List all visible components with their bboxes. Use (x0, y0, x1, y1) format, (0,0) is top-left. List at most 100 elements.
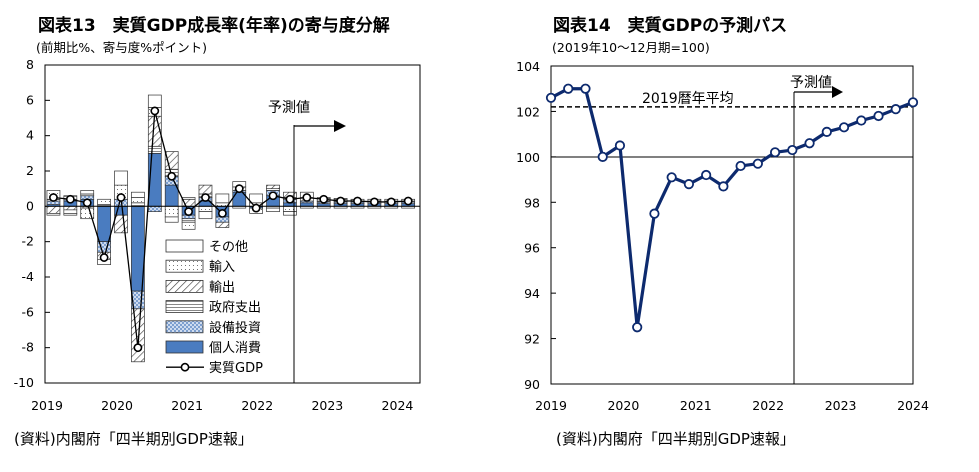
left-bar-segment (147, 205, 162, 212)
left-y-tick-label: -10 (14, 375, 34, 390)
left-x-tick-label: 2024 (382, 398, 414, 413)
right-x-tick-label: 2024 (897, 398, 929, 413)
left-bar-segment (63, 213, 78, 216)
left-y-tick-label: -6 (22, 304, 35, 319)
left-forecast-arrowhead (334, 120, 346, 132)
legend-label: その他 (209, 240, 248, 255)
legend-label: 実質GDP (209, 360, 263, 376)
right-gdp-point (769, 147, 781, 158)
right-chart: 図表14 実質GDPの予測パス (2019年10～12月期=100) 10410… (516, 15, 929, 448)
left-gdp-line (49, 106, 413, 353)
right-gdp-point (614, 140, 626, 151)
left-gdp-point (167, 171, 177, 181)
left-gdp-point (268, 191, 278, 201)
left-bar-segment (249, 193, 263, 204)
right-forecast-label: 予測値 (790, 75, 832, 91)
right-x-tick-label: 2022 (752, 398, 784, 413)
legend-swatch (165, 239, 204, 253)
right-gdp-point (683, 179, 695, 190)
left-bar-segment (215, 221, 230, 228)
left-plot-frame (44, 64, 421, 384)
left-bar-segment (97, 205, 111, 243)
right-gdp-point (545, 92, 557, 103)
left-bar-segment (164, 184, 179, 207)
left-bar-segment (114, 214, 128, 234)
left-x-tick-label: 2020 (101, 398, 133, 413)
right-x-tick-label: 2019 (535, 398, 567, 413)
left-gdp-point (251, 203, 261, 213)
left-bar-segment (198, 184, 213, 195)
right-forecast-arrowhead (832, 86, 843, 98)
left-x-tick-label: 2023 (311, 398, 343, 413)
left-bar-segment (147, 145, 162, 154)
right-y-tick-label: 100 (516, 150, 540, 165)
left-gdp-point (99, 253, 109, 262)
legend-swatch (165, 300, 204, 314)
left-gdp-point (285, 194, 295, 204)
left-x-axis: 2019 2020 2021 2022 2023 2024 (31, 398, 413, 413)
right-gdp-point (718, 181, 729, 192)
left-y-tick-label: -8 (22, 340, 35, 355)
left-bar-segment (198, 211, 213, 220)
left-bar-segment (97, 198, 111, 205)
left-x-tick-label: 2021 (171, 398, 203, 413)
left-forecast-label: 予測値 (268, 100, 310, 116)
left-y-tick-label: 0 (26, 198, 34, 213)
right-avg-label: 2019暦年平均 (642, 91, 734, 107)
right-gdp-point (838, 122, 850, 133)
left-chart: 図表13 実質GDP成長率(年率)の寄与度分解 (前期比%、寄与度%ポイント) … (14, 15, 421, 448)
legend-label: 個人消費 (209, 341, 261, 356)
left-y-tick-label: 6 (26, 92, 34, 107)
left-bar-segment (131, 191, 145, 198)
left-gdp-point (49, 193, 58, 202)
right-gdp-polyline (550, 87, 914, 329)
left-y-tick-label: 2 (26, 163, 34, 178)
right-y-tick-label: 94 (524, 286, 540, 301)
left-bar-segment (164, 205, 179, 218)
left-bar-segment (198, 205, 213, 212)
right-x-tick-label: 2020 (607, 398, 639, 413)
right-gdp-point (597, 151, 608, 162)
left-gdp-point (184, 207, 193, 217)
right-y-tick-label: 102 (516, 104, 540, 119)
right-gdp-point (632, 322, 643, 333)
right-y-tick-label: 90 (524, 377, 540, 392)
left-bar-segment (215, 193, 230, 204)
right-gdp-point (649, 208, 660, 219)
left-bar-segment (181, 197, 196, 200)
left-bar-segment (114, 170, 128, 186)
right-gdp-line (545, 83, 919, 333)
legend-gdp-point-key (180, 362, 190, 372)
left-gdp-point (133, 343, 143, 353)
legend-label: 政府支出 (209, 301, 261, 316)
left-gdp-point (150, 106, 160, 116)
left-y-tick-label: -2 (22, 234, 34, 249)
left-y-tick-label: -4 (22, 269, 35, 284)
left-gdp-point (386, 197, 396, 207)
left-bar-segment (181, 221, 196, 230)
left-y-axis: 8 6 4 2 0 -2 -4 -6 -8 -10 (14, 57, 50, 390)
left-gdp-point (319, 194, 329, 204)
left-gdp-point (116, 193, 126, 202)
right-chart-title: 図表14 実質GDPの予測パス (553, 15, 787, 36)
left-gdp-polyline (53, 110, 409, 348)
legend-swatch (165, 259, 204, 273)
left-bar-segment (46, 205, 61, 214)
right-gdp-point (890, 104, 901, 115)
left-bar-segment (283, 211, 297, 216)
right-gdp-point (873, 110, 884, 122)
right-plot-frame (550, 65, 914, 385)
left-bar-segment (266, 184, 280, 190)
left-chart-title: 図表13 実質GDP成長率(年率)の寄与度分解 (38, 15, 390, 36)
left-gdp-point (403, 196, 413, 206)
legend-label: 輸入 (209, 260, 235, 275)
right-x-tick-label: 2021 (680, 398, 712, 413)
right-gdp-point (752, 158, 763, 169)
left-gdp-point (302, 193, 312, 202)
legend-label: 設備投資 (209, 320, 261, 336)
left-gdp-point (65, 194, 75, 204)
right-gdp-point (563, 83, 574, 94)
left-bar-segment (46, 213, 61, 216)
right-gdp-point (787, 144, 798, 156)
